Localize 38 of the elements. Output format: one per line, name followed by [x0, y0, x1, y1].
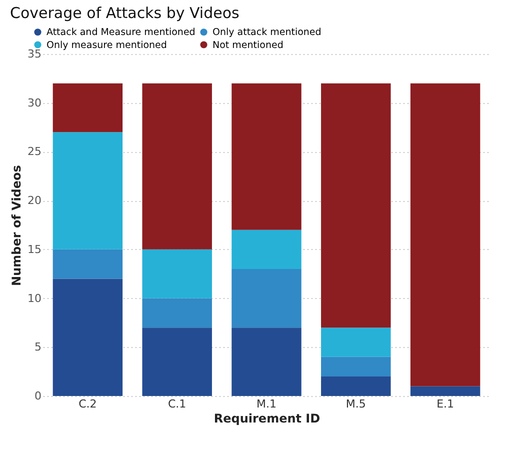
bar	[410, 386, 480, 396]
y-tick-label: 20	[28, 194, 42, 208]
y-tick-label: 10	[28, 292, 42, 305]
bar	[142, 298, 212, 328]
bar	[52, 249, 123, 279]
y-tick-label: 0	[34, 390, 42, 402]
bar	[142, 83, 212, 250]
bar	[52, 132, 123, 250]
x-tick-label: C.2	[78, 398, 97, 410]
x-axis-title: Requirement ID	[214, 412, 320, 426]
x-tick-label: E.1	[436, 398, 454, 410]
bar	[142, 249, 212, 298]
y-tick-label: 30	[28, 96, 42, 110]
y-tick-label: 35	[28, 48, 42, 60]
bar	[142, 328, 212, 396]
bar	[232, 328, 302, 396]
chart-title: Coverage of Attacks by Videos	[10, 4, 240, 22]
x-tick-label: M.5	[346, 398, 366, 410]
bar	[321, 328, 391, 357]
legend-label: Only attack mentioned	[212, 27, 322, 38]
x-tick-label: M.1	[256, 398, 276, 410]
bar	[321, 83, 391, 328]
bar	[232, 83, 302, 230]
y-axis-title: Number of Videos	[10, 165, 24, 286]
bar	[321, 356, 391, 376]
bar	[232, 230, 302, 269]
y-tick-label: 25	[28, 145, 42, 158]
bar	[52, 83, 123, 132]
bar	[52, 278, 123, 396]
y-tick-label: 5	[34, 340, 42, 354]
bar	[410, 83, 480, 386]
legend-label: Only measure mentioned	[46, 40, 167, 51]
bar	[232, 268, 302, 328]
x-tick-label: C.1	[168, 398, 186, 410]
legend-label: Attack and Measure mentioned	[46, 27, 196, 38]
y-tick-label: 15	[28, 242, 42, 256]
legend-label: Not mentioned	[212, 40, 284, 51]
bar	[321, 376, 391, 396]
